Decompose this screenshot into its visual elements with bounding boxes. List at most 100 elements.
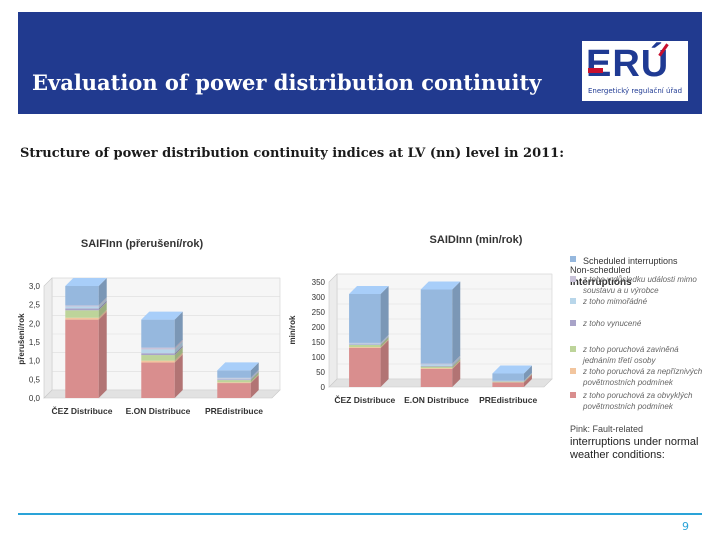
chart1-bar-segment: [141, 319, 175, 348]
chart2-bar-side: [523, 373, 532, 382]
chart2-bar-side: [380, 336, 389, 345]
chart2-bar-segment: [349, 343, 381, 345]
chart2-bar-side: [452, 361, 461, 387]
header-banner: Evaluation of power distribution continu…: [18, 12, 702, 114]
chart1-bar-segment: [65, 319, 99, 398]
chart2-ytick-label: 350: [312, 278, 326, 287]
chart1-bar-segment: [141, 355, 175, 361]
chart2-bar-side: [380, 340, 389, 387]
legend-item-label: jednáním třetí osoby: [582, 356, 656, 365]
chart1-bar-segment: [217, 377, 251, 379]
legend-swatch: [570, 368, 576, 374]
chart1-bar-side: [250, 370, 259, 380]
chart1-ytick-label: 3,0: [29, 282, 41, 291]
legend-nonscheduled-label-1: Non-scheduled: [570, 265, 631, 275]
chart2-bar-side: [452, 360, 461, 369]
chart2-ytick-label: 300: [312, 293, 326, 302]
chart2-ytick-label: 150: [312, 338, 326, 347]
legend-item-label: z toho vynucené: [582, 319, 642, 328]
chart1-bar-side: [98, 300, 107, 311]
chart1-bar-side: [174, 354, 183, 398]
chart2-side-wall: [328, 273, 338, 388]
chart1-bar-segment: [65, 306, 99, 309]
legend-swatch: [570, 276, 576, 282]
chart2-bar-segment: [420, 366, 453, 369]
footer-divider: [18, 513, 702, 515]
chart2-bar-segment: [349, 342, 381, 344]
legend-swatch: [570, 320, 576, 326]
logo-accent-bar: [588, 68, 603, 73]
chart1-bar-side: [250, 372, 259, 383]
chart1-ytick-label: 1,5: [29, 338, 41, 347]
chart2-bar-side: [452, 356, 461, 366]
chart2-bar-side: [523, 374, 532, 387]
chart2-bar-side: [380, 286, 389, 343]
chart2-ytick-label: 100: [312, 353, 326, 362]
chart2-bar-segment: [349, 347, 381, 348]
chart1-bar-side: [98, 309, 107, 320]
chart2-ytick-label: 0: [321, 383, 326, 392]
chart2-bar-side: [523, 373, 532, 382]
chart2-bar-side: [523, 374, 532, 383]
chart1-bar-segment: [217, 379, 251, 381]
chart2-bar-side: [523, 373, 532, 383]
chart2-bar-side: [380, 334, 389, 344]
chart1-bar-segment: [65, 305, 99, 307]
chart1-bar-top: [141, 311, 183, 320]
legend-items: z toho v důsledku události mimo soustavu …: [570, 275, 703, 411]
chart2-bar-segment: [349, 294, 381, 343]
pink-note: Pink: Fault-related interruptions under …: [570, 423, 718, 462]
chart2-bar-top: [420, 281, 461, 290]
legend-item-label: povětrnostních podmínek: [582, 402, 674, 411]
chart2-title: SAIDInn (min/rok): [430, 234, 523, 246]
legend-item-label: povětrnostních podmínek: [582, 378, 674, 387]
legend-item-label: z toho mimořádné: [582, 297, 648, 306]
chart2-bar-side: [523, 365, 532, 381]
chart2-bar-segment: [420, 364, 453, 366]
chart2-category-label: PREdistribuce: [479, 395, 537, 405]
page-title: Evaluation of power distribution continu…: [32, 70, 542, 95]
chart2-bar-segment: [420, 289, 453, 364]
chart1-bar-side: [174, 347, 183, 361]
charts-svg: SAIFInn (přerušení/rok) SAIDInn (min/rok…: [17, 234, 553, 416]
chart2-ylabel: min/rok: [288, 315, 297, 344]
chart1-bar-side: [98, 297, 107, 307]
chart1-bar-side: [98, 311, 107, 398]
chart1-bar-segment: [141, 360, 175, 363]
chart1-bar-segment: [217, 378, 251, 380]
eru-logo: ERÚ Energetický regulační úřad: [582, 41, 688, 101]
chart1-bar-side: [250, 362, 259, 378]
chart1-bar-segment: [65, 286, 99, 306]
chart1-bar-side: [174, 339, 183, 350]
chart1-plot: 0,0 0,5 1,0 1,5 2,0 2,5 3,0 ČEZ Distribuce E.ON …: [29, 277, 281, 416]
chart1-ytick-label: 0,0: [29, 394, 41, 403]
legend-item-label: soustavu a u výrobce: [583, 286, 659, 295]
chart2-ytick-label: 250: [312, 308, 326, 317]
chart1-category-label: PREdistribuce: [205, 406, 263, 416]
chart1-bar-segment: [141, 349, 175, 354]
chart2-bar-segment: [420, 368, 453, 369]
legend-item-label: z toho poruchová za obvyklých: [582, 391, 693, 400]
logo-letters: ERÚ: [586, 43, 670, 85]
chart1-bar-side: [174, 341, 183, 354]
chart2-bar-segment: [492, 373, 524, 381]
chart2-bar-segment: [492, 382, 524, 387]
legend-scheduled-label: Scheduled interruptions: [583, 256, 678, 266]
chart2-bar-side: [452, 358, 461, 367]
legend-swatch-scheduled: [570, 256, 576, 262]
chart2-ytick-label: 50: [316, 368, 325, 377]
legend-swatch: [570, 392, 576, 398]
chart1-bar-segment: [65, 308, 99, 311]
chart1-bar-top: [65, 278, 107, 286]
chart2-plot: 0 50 100 150 200 250 300 350 ČEZ Distribuce E.ON …: [312, 273, 553, 405]
chart1-bar-segment: [65, 317, 99, 320]
chart2-bar-side: [452, 281, 461, 364]
legend-swatch: [570, 346, 576, 352]
chart1-bar-side: [250, 369, 259, 379]
note-line-3: weather conditions:: [570, 449, 665, 461]
chart1-bar-segment: [141, 362, 175, 398]
chart2-bar-top: [349, 286, 389, 294]
chart2-bar-segment: [349, 344, 381, 345]
chart1-ytick-label: 2,0: [29, 319, 41, 328]
note-line-2: interruptions under normal: [570, 436, 699, 448]
